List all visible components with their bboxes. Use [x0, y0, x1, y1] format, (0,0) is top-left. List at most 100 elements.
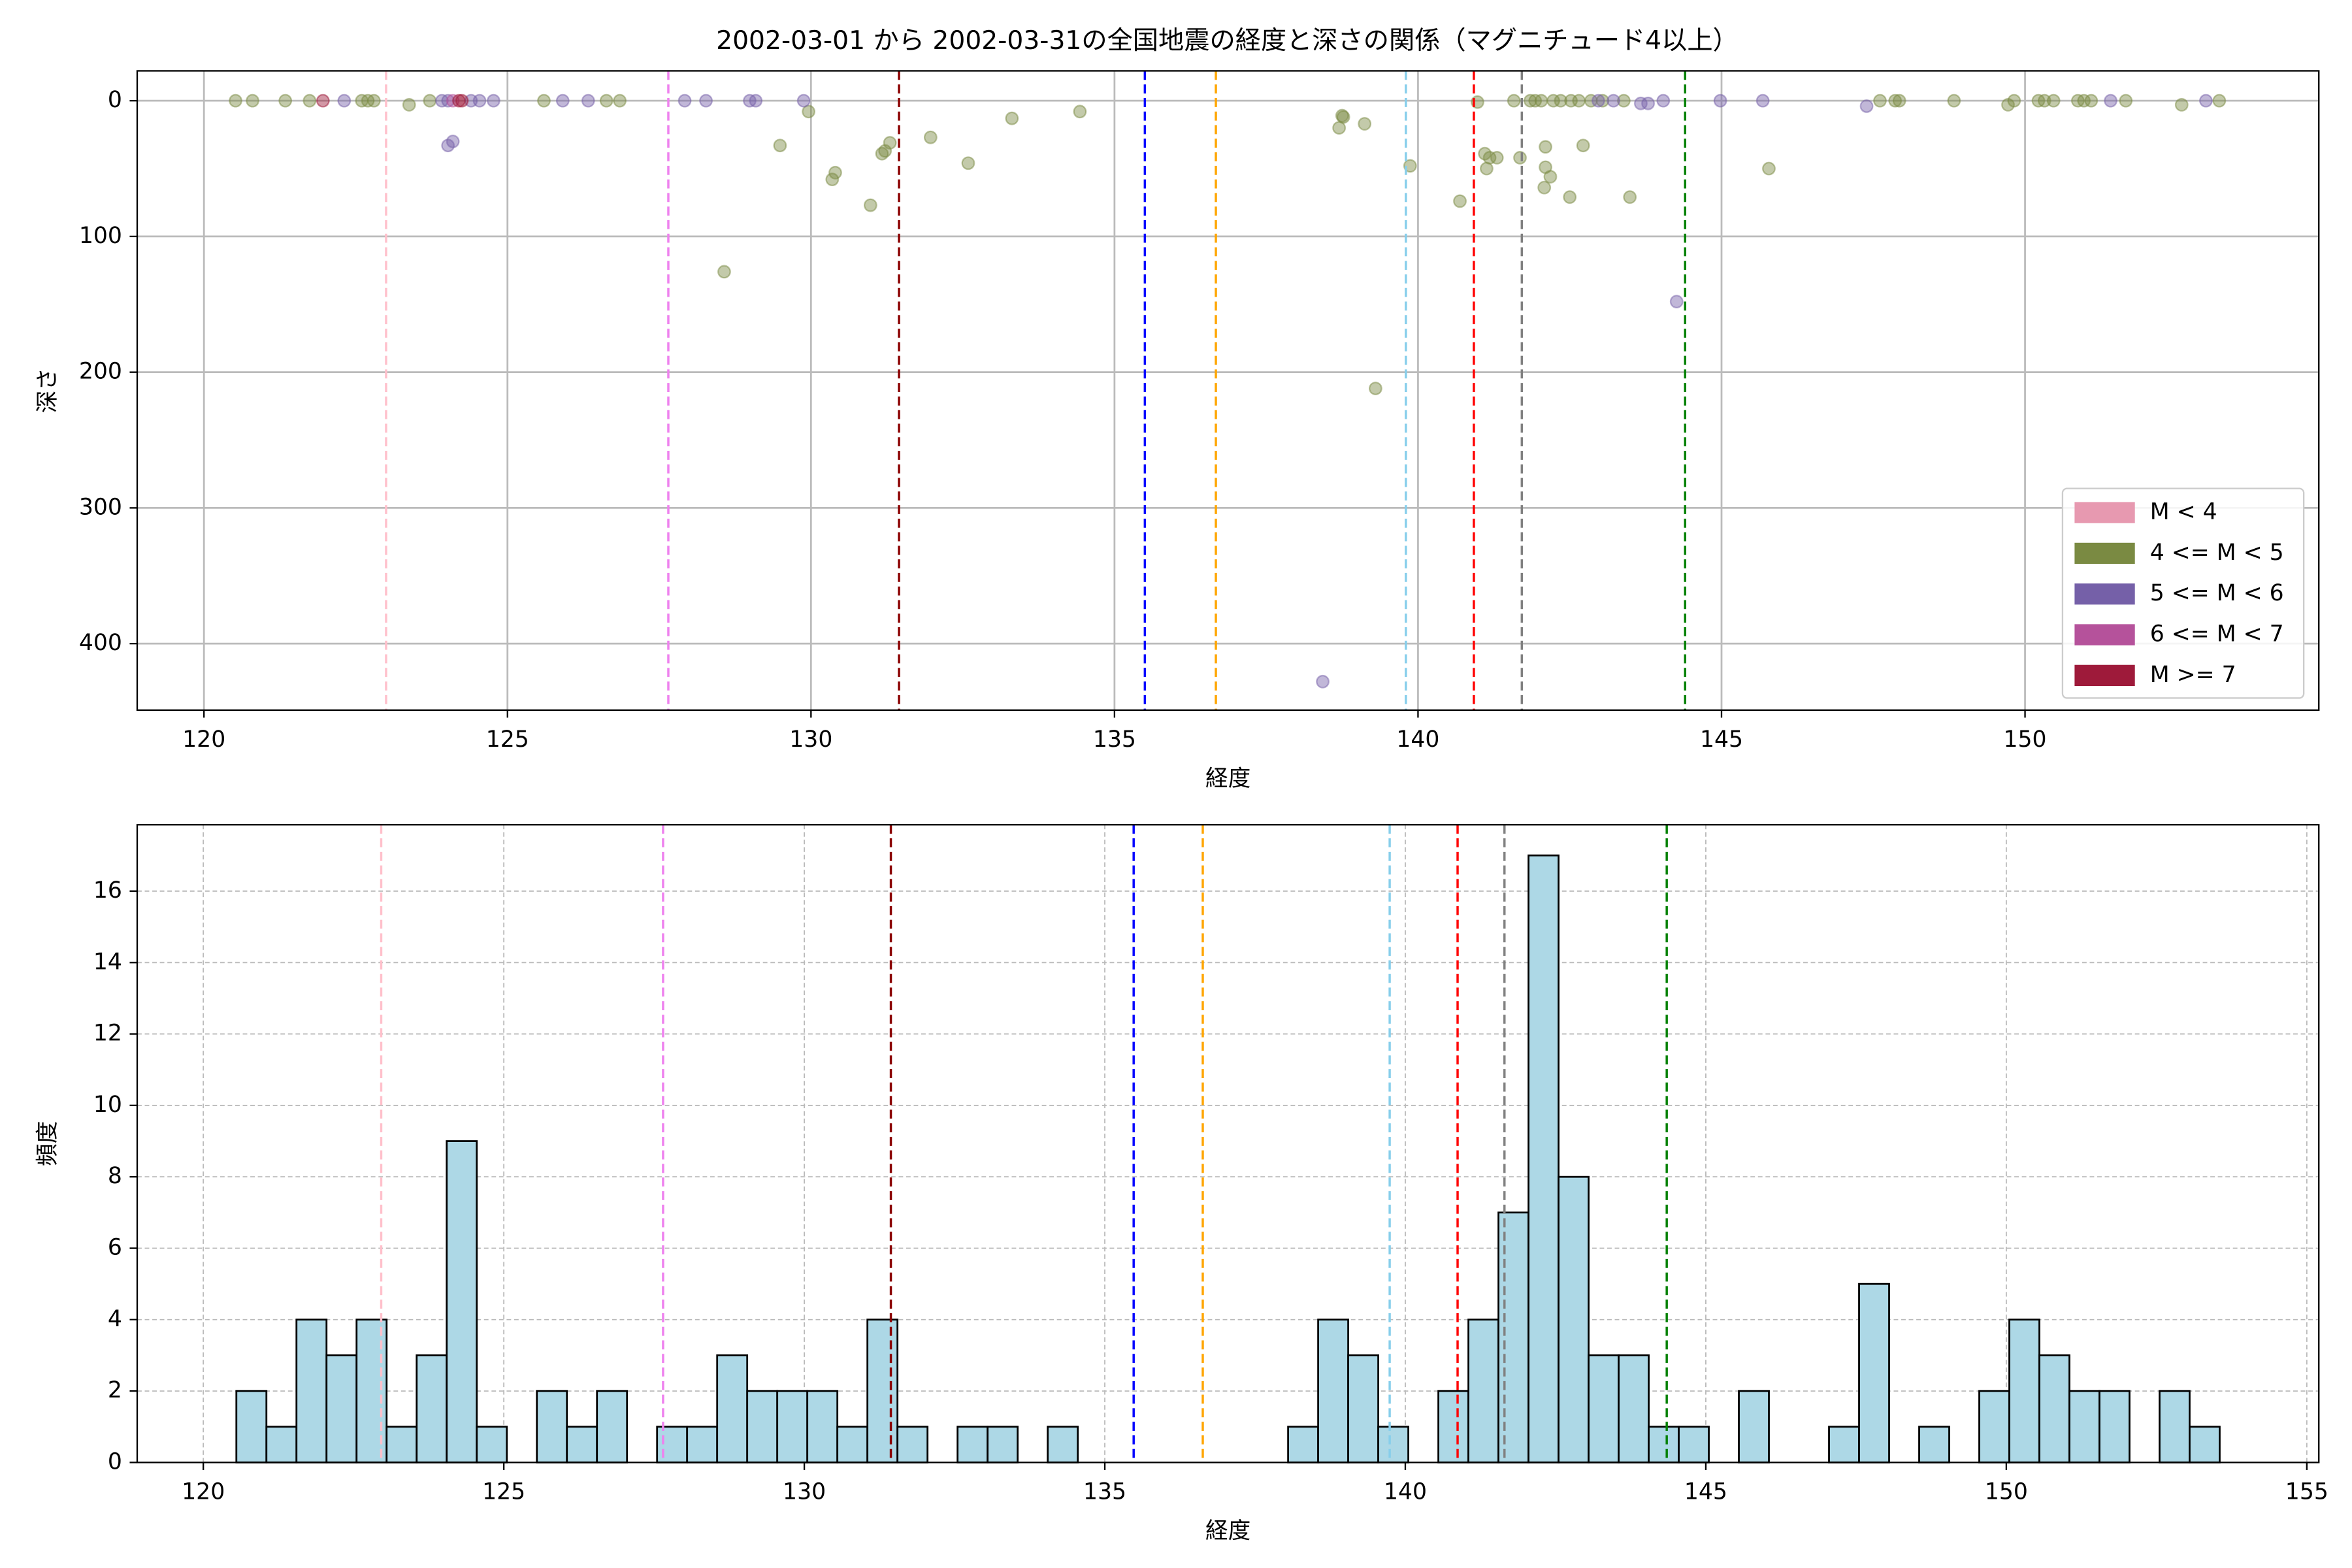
point — [961, 156, 975, 171]
point — [1005, 111, 1019, 125]
bar — [1648, 1426, 1680, 1463]
point — [1617, 93, 1631, 108]
point — [1669, 295, 1684, 309]
legend-swatch — [2074, 624, 2135, 645]
x-tick-label: 155 — [2285, 1479, 2328, 1505]
point — [1641, 96, 1655, 110]
point — [802, 105, 815, 119]
point — [1554, 93, 1568, 108]
legend-label: M >= 7 — [2150, 662, 2236, 688]
plot-frame — [136, 824, 2320, 1463]
point — [2084, 93, 2099, 108]
point — [1358, 117, 1372, 131]
bar — [866, 1318, 899, 1463]
point — [1336, 110, 1350, 124]
bar — [987, 1426, 1019, 1463]
bar — [566, 1426, 598, 1463]
point — [487, 93, 500, 108]
bar — [385, 1426, 418, 1463]
point — [472, 93, 487, 108]
bar — [2038, 1354, 2070, 1463]
point — [773, 139, 787, 153]
point — [1947, 93, 1961, 108]
x-tick-label: 145 — [1684, 1479, 1727, 1505]
point — [246, 93, 259, 108]
bar — [776, 1390, 809, 1463]
point — [1539, 140, 1552, 154]
point — [581, 93, 595, 108]
point — [678, 93, 692, 108]
bar — [2189, 1426, 2221, 1463]
legend-label: 6 <= M < 7 — [2150, 621, 2284, 647]
point — [1523, 93, 1537, 108]
point — [302, 93, 317, 108]
point — [828, 165, 842, 180]
point — [1607, 93, 1620, 108]
x-tick-label: 130 — [783, 1479, 826, 1505]
point — [2037, 93, 2051, 108]
point — [1623, 190, 1637, 204]
x-tick-label: 150 — [2004, 727, 2047, 753]
legend-swatch — [2074, 664, 2135, 686]
y-tick-label: 400 — [79, 630, 122, 656]
point — [717, 265, 731, 279]
point — [278, 93, 293, 108]
point — [555, 93, 570, 108]
bar — [2099, 1390, 2131, 1463]
y-tick-label: 100 — [79, 223, 122, 249]
y-tick-label: 16 — [93, 877, 122, 904]
point — [1534, 93, 1548, 108]
bar — [2159, 1390, 2191, 1463]
y-tick-label: 4 — [108, 1306, 122, 1332]
point — [749, 93, 763, 108]
point — [1595, 93, 1610, 108]
bar — [1858, 1282, 1890, 1463]
bar — [1377, 1426, 1409, 1463]
bar — [476, 1426, 508, 1463]
bar — [1497, 1211, 1529, 1463]
bar — [446, 1140, 478, 1463]
point — [599, 93, 613, 108]
point — [1316, 674, 1330, 689]
point — [1888, 93, 1903, 108]
point — [1576, 139, 1590, 153]
bar — [806, 1390, 839, 1463]
bar — [1618, 1354, 1650, 1463]
x-axis-label: 経度 — [1205, 1518, 1250, 1544]
point — [2174, 98, 2189, 112]
point — [2104, 93, 2117, 108]
point — [1873, 93, 1887, 108]
point — [1634, 96, 1648, 110]
point — [1543, 170, 1558, 184]
chart-title: 2002-03-01 から 2002-03-31の全国地震の経度と深さの関係（マ… — [716, 26, 1739, 56]
x-tick-label: 130 — [789, 727, 832, 753]
point — [825, 172, 840, 187]
legend-label: 5 <= M < 6 — [2150, 580, 2284, 606]
bar — [1437, 1390, 1469, 1463]
bar — [1527, 854, 1560, 1463]
y-axis-label: 深さ — [35, 368, 61, 413]
point — [1490, 151, 1504, 165]
x-tick-label: 125 — [482, 1479, 525, 1505]
point — [337, 93, 351, 108]
x-axis-label: 経度 — [1205, 766, 1250, 792]
x-tick-label: 135 — [1083, 1479, 1126, 1505]
bar — [1588, 1354, 1620, 1463]
point — [1563, 190, 1577, 204]
point — [796, 93, 811, 108]
legend-swatch — [2074, 502, 2135, 523]
x-tick-label: 140 — [1384, 1479, 1427, 1505]
point — [229, 93, 242, 108]
bar — [1317, 1318, 1349, 1463]
y-tick-label: 2 — [108, 1377, 122, 1403]
x-tick-label: 125 — [486, 727, 529, 753]
point — [923, 130, 938, 144]
point — [1713, 93, 1727, 108]
point — [1369, 382, 1382, 395]
point — [1762, 161, 1776, 176]
bar — [1467, 1318, 1499, 1463]
point — [455, 93, 469, 108]
bar — [1558, 1175, 1590, 1463]
